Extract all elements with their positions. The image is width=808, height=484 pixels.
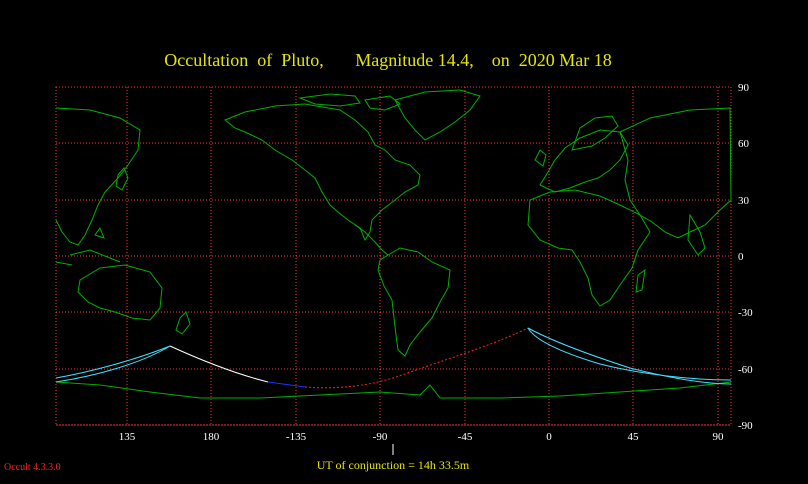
latitude-tick-label: 90 xyxy=(738,82,750,94)
coastline-japan xyxy=(115,167,129,191)
longitude-tick-label: -45 xyxy=(458,431,473,443)
coastline-africa xyxy=(527,189,651,307)
map-title: Occultation of Pluto, Magnitude 14.4, on… xyxy=(164,50,612,70)
track-center-night xyxy=(267,381,306,388)
latitude-tick-label: 0 xyxy=(738,251,744,263)
latitude-tick-label: -90 xyxy=(738,420,753,432)
coastlines xyxy=(55,89,732,399)
coastline-europe xyxy=(539,129,629,193)
coastline-india xyxy=(687,213,706,256)
coastline-asia xyxy=(619,107,732,239)
coastline-indonesia xyxy=(55,226,121,266)
coastline-madagascar xyxy=(635,268,646,293)
coastline-north-america xyxy=(224,103,421,242)
track-center-below-horizon xyxy=(304,327,529,389)
coastline-scandinavia xyxy=(571,115,619,151)
coastline-east-asia xyxy=(55,107,141,246)
coastline-australia xyxy=(77,264,163,321)
version-label: Occult 4.3.3.0 xyxy=(4,462,61,473)
track-limit-right-outer xyxy=(527,327,732,385)
longitude-tick-label: 45 xyxy=(628,431,640,443)
longitude-tick-label: 0 xyxy=(546,431,552,443)
latitude-tick-label: 30 xyxy=(738,195,750,207)
occultation-track xyxy=(55,327,732,389)
coastline-greenland xyxy=(394,89,481,141)
latitude-tick-label: -60 xyxy=(738,364,753,376)
longitude-tick-label: 180 xyxy=(203,431,220,443)
coastline-central-america xyxy=(354,224,389,256)
track-limit-right-inner xyxy=(527,327,732,381)
longitude-tick-label: 90 xyxy=(713,431,725,443)
coastline-arctic-islands xyxy=(298,93,401,111)
coastline-south-america xyxy=(377,247,451,357)
conjunction-time-label: UT of conjunction = 14h 33.5m xyxy=(316,458,470,472)
latitude-labels: 90 60 30 0 -30 -60 -90 xyxy=(738,82,753,432)
longitude-tick-label: -135 xyxy=(286,431,307,443)
track-center-daylight xyxy=(169,345,269,383)
track-limit-left-north xyxy=(55,345,171,379)
coastline-uk xyxy=(534,149,547,167)
coastline-antarctica xyxy=(55,381,732,399)
longitude-tick-label: -90 xyxy=(373,431,388,443)
longitude-tick-label: 135 xyxy=(119,431,136,443)
track-limit-left-south xyxy=(55,345,171,383)
longitude-labels: 135 180 -135 -90 -45 0 45 90 xyxy=(119,431,724,443)
latitude-tick-label: 60 xyxy=(738,138,750,150)
graticule xyxy=(56,86,731,426)
latitude-tick-label: -30 xyxy=(738,307,753,319)
coastline-new-zealand xyxy=(175,311,191,335)
